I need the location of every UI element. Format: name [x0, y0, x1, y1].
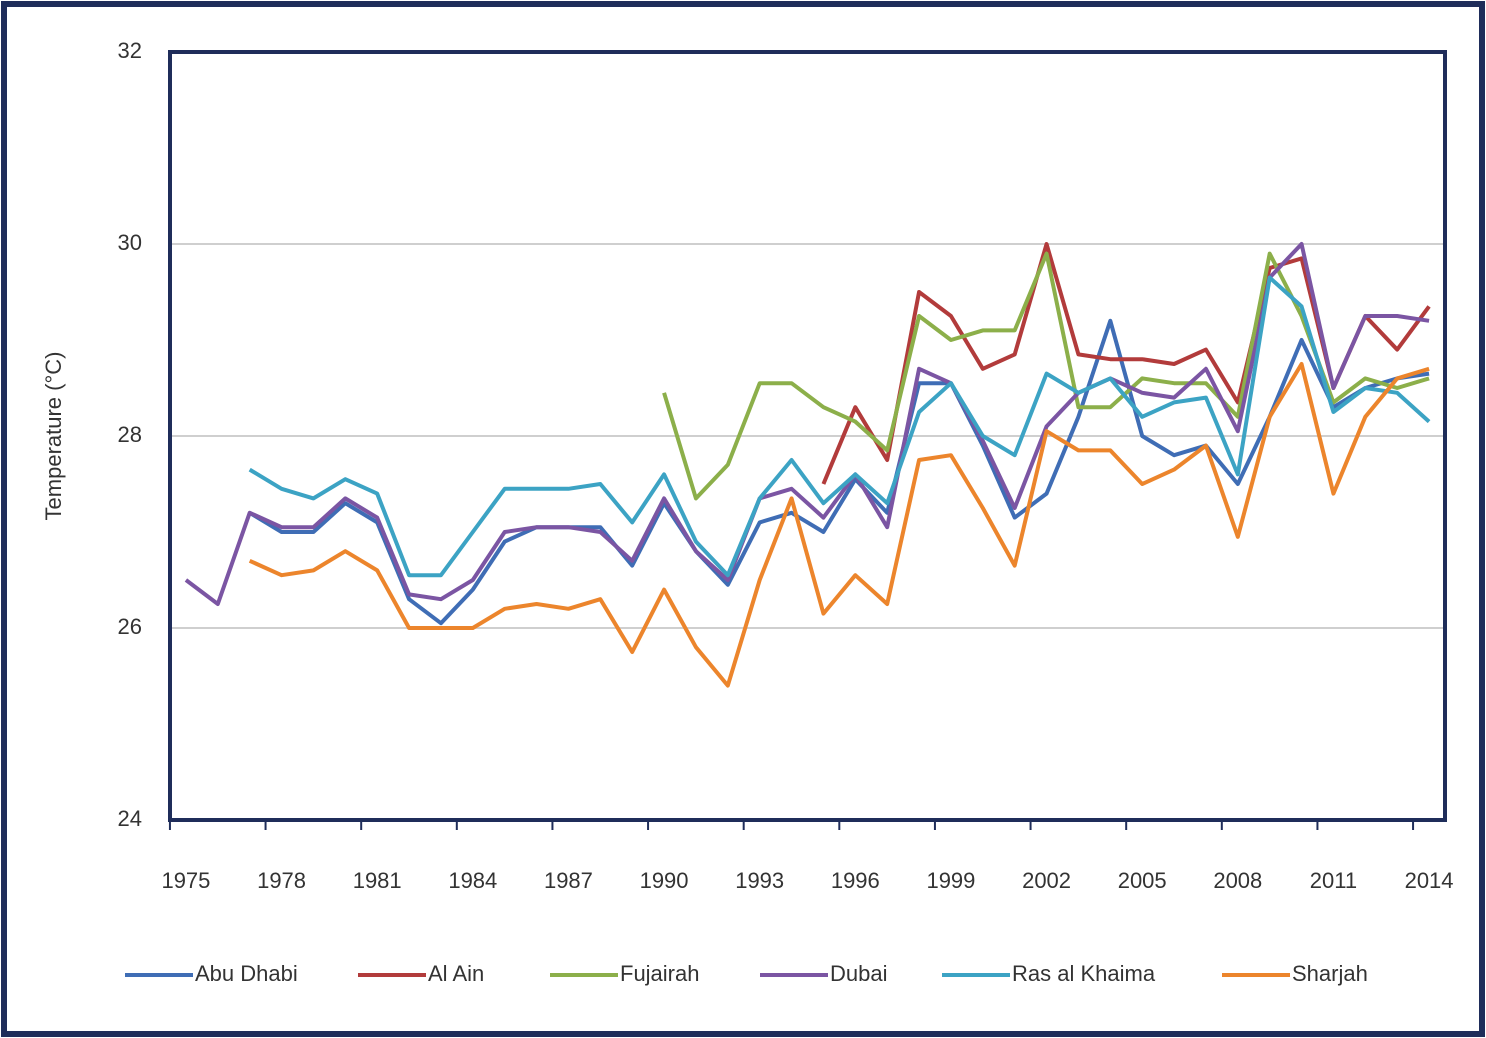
x-tick-label: 1975 — [161, 868, 210, 893]
y-tick-label: 28 — [118, 422, 142, 447]
series-line — [248, 275, 1431, 578]
x-tick-label: 1990 — [640, 868, 689, 893]
y-tick-label: 30 — [118, 230, 142, 255]
series-line — [248, 318, 1430, 626]
legend-label: Dubai — [830, 961, 887, 986]
legend-label: Fujairah — [620, 961, 699, 986]
x-tick-label: 2008 — [1213, 868, 1262, 893]
x-tick-label: 1987 — [544, 868, 593, 893]
x-tick-label: 1984 — [448, 868, 497, 893]
series-line — [662, 251, 1430, 501]
x-tick-label: 2002 — [1022, 868, 1071, 893]
x-tick-label: 2014 — [1405, 868, 1454, 893]
legend-label: Sharjah — [1292, 961, 1368, 986]
legend-label: Abu Dhabi — [195, 961, 298, 986]
x-tick-label: 2005 — [1118, 868, 1167, 893]
x-tick-label: 1978 — [257, 868, 306, 893]
y-tick-label: 26 — [118, 614, 142, 639]
y-tick-label: 32 — [118, 38, 142, 63]
plot-border — [168, 50, 1447, 822]
x-tick-label: 2011 — [1310, 868, 1357, 893]
x-tick-label: 1996 — [831, 868, 880, 893]
legend-label: Al Ain — [428, 961, 484, 986]
y-tick-label: 24 — [118, 806, 142, 831]
x-tick-label: 1999 — [926, 868, 975, 893]
x-tick-label: 1993 — [735, 868, 784, 893]
series-line — [184, 242, 1430, 606]
series-line — [248, 362, 1430, 688]
legend-label: Ras al Khaima — [1012, 961, 1156, 986]
x-tick-label: 1981 — [353, 868, 402, 893]
y-axis-label: Temperature (°C) — [41, 352, 66, 521]
